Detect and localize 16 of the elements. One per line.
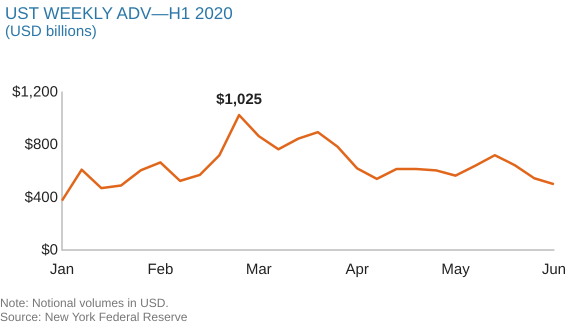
chart-subtitle: (USD billions) (5, 23, 97, 40)
source-note: Source: New York Federal Reserve (0, 310, 188, 324)
x-tick-label: Feb (147, 261, 174, 278)
x-tick-label: Jun (542, 261, 566, 278)
x-tick-label: May (441, 261, 470, 278)
chart-title: UST WEEKLY ADV—H1 2020 (5, 4, 233, 23)
data-label: $1,025 (216, 91, 262, 108)
line-series (60, 114, 556, 202)
y-tick-label: $0 (41, 242, 58, 258)
x-tick-label: Jan (50, 261, 74, 278)
x-tick-label: Mar (246, 261, 272, 278)
y-tick-label: $1,200 (12, 84, 58, 100)
text: Note: Notional volumes in USD. (0, 296, 169, 310)
y-tick-label: $400 (24, 188, 58, 206)
x-tick-label: Apr (345, 261, 369, 278)
y-tick-label: $800 (24, 136, 58, 154)
